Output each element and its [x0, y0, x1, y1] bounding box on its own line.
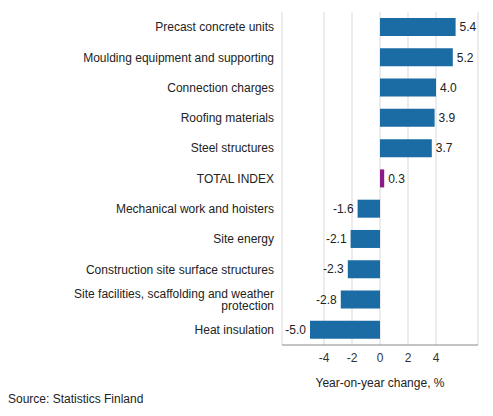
svg-text:3.7: 3.7	[436, 141, 453, 155]
svg-text:-5.0: -5.0	[285, 323, 306, 337]
svg-text:Site facilities, scaffolding a: Site facilities, scaffolding and weather…	[74, 287, 274, 313]
svg-text:3.9: 3.9	[439, 111, 456, 125]
svg-text:4: 4	[433, 351, 440, 365]
svg-text:-2.3: -2.3	[323, 262, 344, 276]
svg-text:-2.1: -2.1	[326, 232, 347, 246]
svg-text:-2: -2	[347, 351, 358, 365]
svg-text:0.3: 0.3	[388, 172, 405, 186]
svg-text:Site energy: Site energy	[213, 232, 274, 246]
svg-text:0: 0	[377, 351, 384, 365]
svg-text:Construction site surface stru: Construction site surface structures	[86, 263, 274, 277]
svg-text:Connection charges: Connection charges	[167, 81, 274, 95]
svg-text:Moulding equipment and support: Moulding equipment and supporting	[83, 51, 274, 65]
svg-text:-4: -4	[319, 351, 330, 365]
svg-text:5.2: 5.2	[457, 51, 474, 65]
svg-text:Precast concrete units: Precast concrete units	[155, 20, 274, 34]
svg-text:Heat insulation: Heat insulation	[195, 323, 274, 337]
svg-text:-1.6: -1.6	[333, 202, 354, 216]
svg-text:Mechanical work and hoisters: Mechanical work and hoisters	[116, 202, 274, 216]
html-text:Source: Statistics Finland: Source: Statistics Finland	[8, 392, 144, 406]
svg-text:2: 2	[405, 351, 412, 365]
svg-text:5.4: 5.4	[460, 20, 477, 34]
svg-text:-2.8: -2.8	[316, 293, 337, 307]
svg-text:Steel structures: Steel structures	[191, 141, 274, 155]
svg-text:Roofing materials: Roofing materials	[181, 111, 274, 125]
svg-text:TOTAL INDEX: TOTAL INDEX	[197, 172, 274, 186]
svg-text:Year-on-year change, %: Year-on-year change, %	[316, 376, 445, 390]
svg-text:4.0: 4.0	[440, 81, 457, 95]
